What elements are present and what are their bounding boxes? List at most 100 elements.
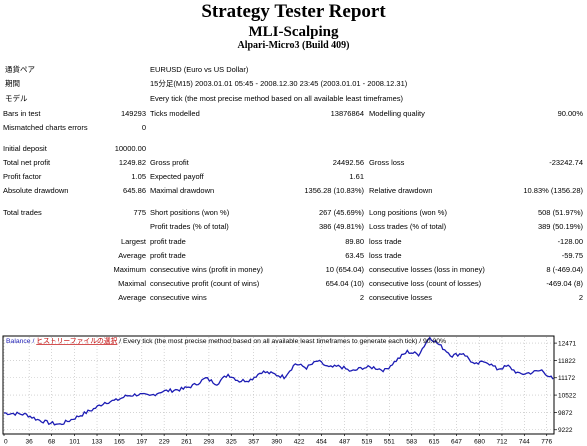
ticks-modelled-label: Ticks modelled bbox=[150, 109, 200, 118]
average-consecutive-wins-value: 2 bbox=[359, 293, 364, 302]
largest-loss-label: loss trade bbox=[369, 237, 402, 246]
x-tick-label: 101 bbox=[69, 439, 80, 446]
short-positions-value: 267 (45.69%) bbox=[318, 208, 364, 217]
long-positions-value: 508 (51.97%) bbox=[537, 208, 583, 217]
largest-profit-value: 89.80 bbox=[345, 237, 364, 246]
short-positions-label: Short positions (won %) bbox=[150, 208, 230, 217]
symbol-label: 通貨ペア bbox=[5, 65, 35, 74]
max-consecutive-losses-value: 8 (-469.04) bbox=[546, 265, 583, 274]
balance-line bbox=[3, 336, 554, 426]
plot-frame bbox=[2, 335, 555, 435]
y-tick-label: 11822 bbox=[558, 358, 576, 365]
max-consecutive-wins-label: consecutive wins (profit in money) bbox=[150, 265, 263, 274]
gross-loss-value: -23242.74 bbox=[549, 158, 583, 167]
x-tick-label: 519 bbox=[362, 439, 373, 446]
x-tick-label: 422 bbox=[294, 439, 305, 446]
mismatched-errors-label: Mismatched charts errors bbox=[3, 123, 88, 132]
symbol-value: EURUSD (Euro vs US Dollar) bbox=[150, 65, 249, 74]
period-value: 15分足(M15) 2003.01.01 05:45 - 2008.12.30 … bbox=[150, 79, 408, 88]
x-tick-label: 133 bbox=[92, 439, 103, 446]
legend-history-link[interactable]: ヒストリーファイルの選択 bbox=[36, 336, 117, 345]
period-label: 期間 bbox=[5, 79, 20, 88]
max-consecutive-wins-value: 10 (654.04) bbox=[325, 265, 364, 274]
absolute-drawdown-label: Absolute drawdown bbox=[3, 186, 69, 195]
maximal-label: Maximal bbox=[118, 279, 146, 288]
total-trades-value: 775 bbox=[133, 208, 146, 217]
maximal-drawdown-value: 1356.28 (10.83%) bbox=[304, 186, 364, 195]
gross-loss-label: Gross loss bbox=[369, 158, 405, 167]
maximal-consecutive-profit-value: 654.04 (10) bbox=[325, 279, 364, 288]
profit-factor-label: Profit factor bbox=[3, 172, 42, 181]
profit-trades-label: Profit trades (% of total) bbox=[150, 222, 229, 231]
largest-loss-value: -128.00 bbox=[557, 237, 583, 246]
ticks-modelled-value: 13876864 bbox=[330, 109, 364, 118]
x-tick-label: 197 bbox=[136, 439, 147, 446]
largest-profit-label: profit trade bbox=[150, 237, 186, 246]
average-loss-label: loss trade bbox=[369, 251, 402, 260]
total-trades-label: Total trades bbox=[3, 208, 42, 217]
account-info: Alpari-Micro3 (Build 409) bbox=[237, 40, 350, 51]
legend-details: / Every tick (the most precise method ba… bbox=[117, 338, 446, 345]
x-tick-label: 261 bbox=[181, 439, 192, 446]
x-tick-label: 0 bbox=[4, 439, 8, 446]
expected-payoff-label: Expected payoff bbox=[150, 172, 204, 181]
x-tick-label: 744 bbox=[519, 439, 530, 446]
average-profit-value: 63.45 bbox=[345, 251, 364, 260]
maximal-drawdown-label: Maximal drawdown bbox=[150, 186, 215, 195]
profit-trades-value: 386 (49.81%) bbox=[318, 222, 364, 231]
expected-payoff-value: 1.61 bbox=[349, 172, 364, 181]
modelling-quality-value: 90.00% bbox=[557, 109, 583, 118]
y-tick-label: 9222 bbox=[558, 427, 573, 434]
x-tick-label: 487 bbox=[339, 439, 350, 446]
average-profit-label: profit trade bbox=[150, 251, 186, 260]
average-loss-value: -59.75 bbox=[561, 251, 583, 260]
average-consecutive-label: Average bbox=[118, 293, 146, 302]
x-tick-label: 776 bbox=[541, 439, 552, 446]
maximal-consecutive-loss-label: consecutive loss (count of losses) bbox=[369, 279, 482, 288]
x-tick-label: 454 bbox=[316, 439, 327, 446]
y-tick-label: 9872 bbox=[558, 410, 573, 417]
report-title: Strategy Tester Report bbox=[201, 1, 386, 22]
loss-trades-value: 389 (50.19%) bbox=[537, 222, 583, 231]
gross-profit-label: Gross profit bbox=[150, 158, 189, 167]
x-tick-label: 583 bbox=[406, 439, 417, 446]
initial-deposit-label: Initial deposit bbox=[3, 144, 47, 153]
max-consecutive-losses-label: consecutive losses (loss in money) bbox=[369, 265, 485, 274]
bars-in-test-value: 149293 bbox=[120, 109, 146, 118]
x-tick-label: 165 bbox=[114, 439, 125, 446]
modelling-quality-label: Modelling quality bbox=[369, 109, 425, 118]
relative-drawdown-value: 10.83% (1356.28) bbox=[523, 186, 583, 195]
x-tick-label: 68 bbox=[48, 439, 56, 446]
maximum-label: Maximum bbox=[113, 265, 146, 274]
absolute-drawdown-value: 645.86 bbox=[123, 186, 146, 195]
x-tick-label: 551 bbox=[384, 439, 395, 446]
chart-legend: Balance / ヒストリーファイルの選択 / Every tick (the… bbox=[6, 336, 446, 345]
largest-label: Largest bbox=[120, 237, 146, 246]
y-tick-label: 12471 bbox=[558, 341, 576, 348]
model-value: Every tick (the most precise method base… bbox=[150, 94, 404, 103]
x-tick-label: 325 bbox=[226, 439, 237, 446]
x-tick-label: 357 bbox=[248, 439, 259, 446]
total-net-profit-label: Total net profit bbox=[3, 158, 51, 167]
profit-factor-value: 1.05 bbox=[131, 172, 146, 181]
x-tick-label: 712 bbox=[497, 439, 508, 446]
average-consecutive-losses-label: consecutive losses bbox=[369, 293, 432, 302]
gross-profit-value: 24492.56 bbox=[332, 158, 364, 167]
average-label: Average bbox=[118, 251, 146, 260]
maximal-consecutive-loss-value: -469.04 (8) bbox=[546, 279, 583, 288]
legend-separator: / bbox=[31, 338, 37, 345]
total-net-profit-value: 1249.82 bbox=[118, 158, 146, 167]
y-tick-label: 10522 bbox=[558, 393, 576, 400]
average-consecutive-losses-value: 2 bbox=[578, 293, 583, 302]
bars-in-test-label: Bars in test bbox=[3, 109, 41, 118]
x-tick-label: 647 bbox=[451, 439, 462, 446]
report-subtitle: MLI-Scalping bbox=[248, 24, 339, 40]
balance-chart: 12471 11822 11172 10522 9872 9222 0 36 68 101 133… bbox=[2, 335, 576, 446]
x-tick-label: 615 bbox=[429, 439, 440, 446]
legend-series-name: Balance bbox=[6, 338, 31, 345]
initial-deposit-value: 10000.00 bbox=[114, 144, 146, 153]
long-positions-label: Long positions (won %) bbox=[369, 208, 447, 217]
x-tick-label: 293 bbox=[203, 439, 214, 446]
loss-trades-label: Loss trades (% of total) bbox=[369, 222, 447, 231]
x-tick-label: 229 bbox=[159, 439, 170, 446]
